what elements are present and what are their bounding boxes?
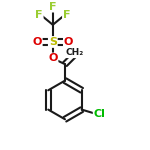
Text: O: O: [32, 37, 42, 47]
Text: F: F: [63, 10, 70, 20]
Text: F: F: [35, 10, 43, 20]
Text: Cl: Cl: [94, 109, 106, 119]
Text: CH₂: CH₂: [66, 48, 84, 57]
Text: O: O: [48, 53, 57, 63]
Text: O: O: [64, 37, 73, 47]
Text: S: S: [49, 37, 57, 47]
Text: F: F: [49, 2, 57, 12]
